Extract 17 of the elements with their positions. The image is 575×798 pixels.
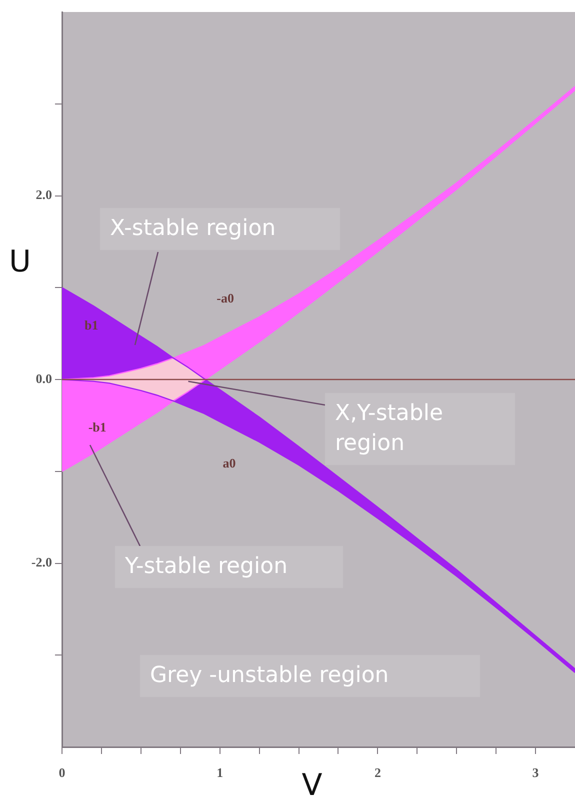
text-box: X-stable region: [100, 208, 340, 250]
y-axis-title: U: [9, 244, 31, 280]
x-tick-label: 2: [374, 765, 381, 780]
series-label: a0: [222, 455, 236, 470]
series-label: b1: [84, 317, 98, 332]
x-tick-label: 1: [216, 765, 224, 780]
x-tick-label: 3: [532, 765, 540, 780]
text-box: Y-stable region: [115, 546, 343, 588]
series-label: -b1: [88, 419, 106, 434]
series-label: -a0: [216, 290, 234, 306]
x-axis-title: V: [302, 768, 323, 798]
y-tick-label: 2.0: [36, 187, 52, 202]
text-box: Grey -unstable region: [140, 655, 480, 697]
y-tick-label: -2.0: [31, 554, 52, 570]
text-box: X,Y-stable region: [325, 393, 515, 465]
x-tick-label: 0: [58, 765, 66, 780]
y-tick-label: 0.0: [36, 370, 52, 386]
